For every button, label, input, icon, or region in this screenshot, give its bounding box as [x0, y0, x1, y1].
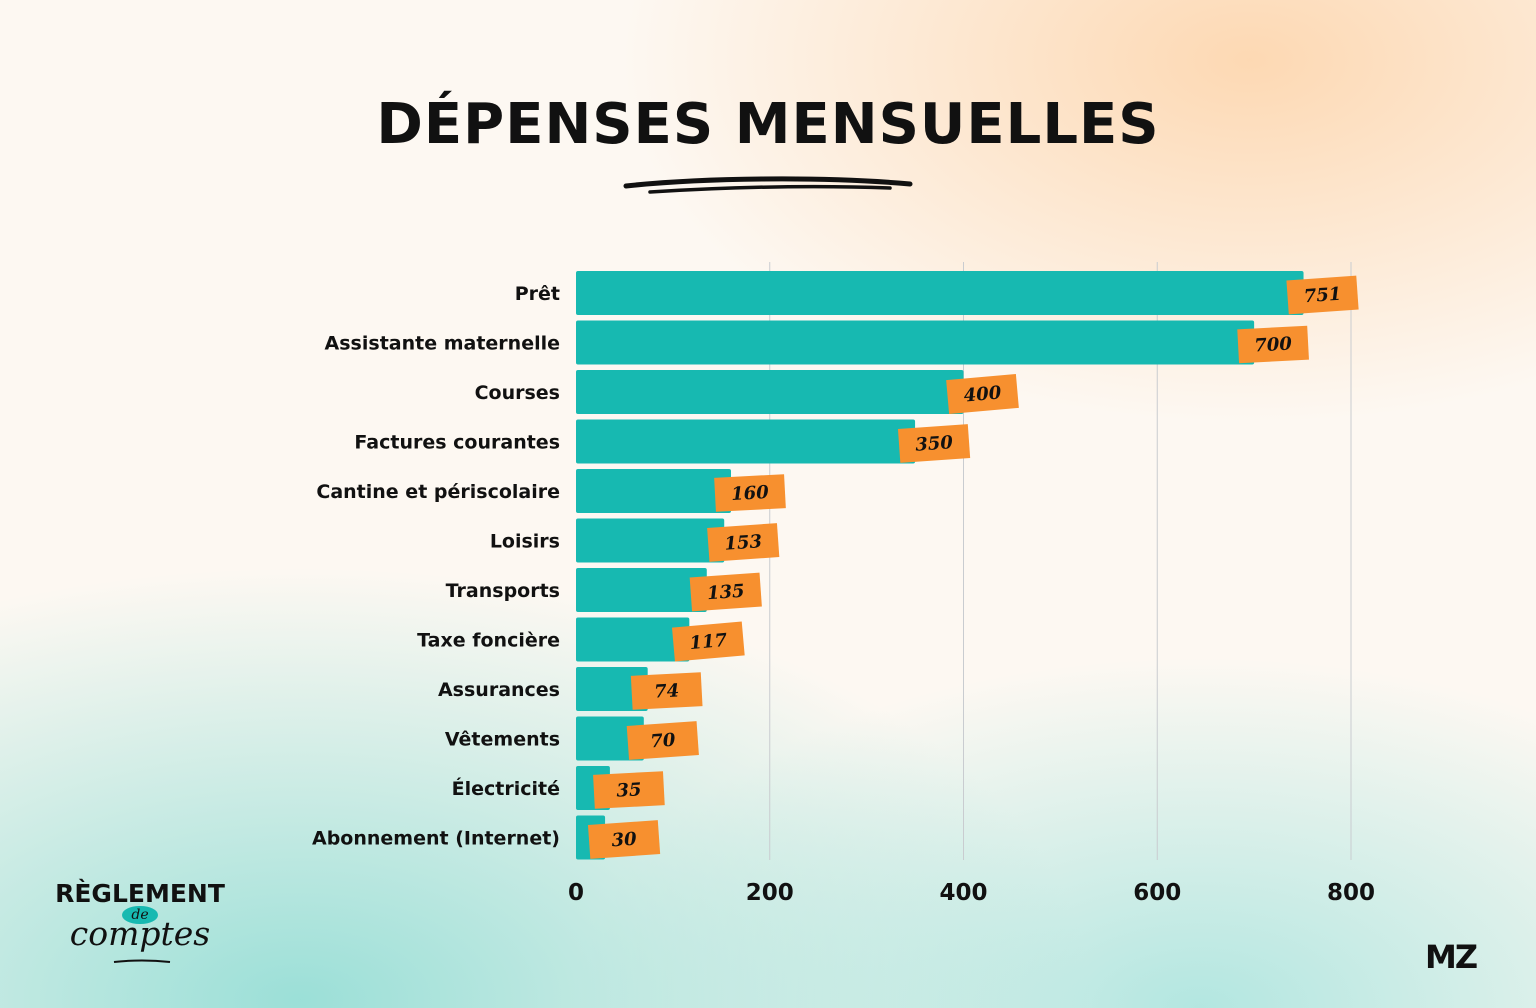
- category-label: Vêtements: [445, 729, 560, 751]
- value-label: 70: [650, 730, 677, 753]
- value-labels: 751 700 400 350 160 153 135 117 74 70 35 30: [587, 275, 1359, 859]
- value-tag: 70: [626, 721, 699, 760]
- m-logo: MZ: [1425, 938, 1478, 976]
- value-tag: 30: [587, 820, 661, 859]
- value-tag: 117: [671, 621, 745, 662]
- brand-logo-de: de: [122, 906, 158, 924]
- value-label: 160: [731, 482, 770, 505]
- bar: [576, 469, 731, 513]
- value-label: 74: [654, 680, 680, 702]
- value-tag-bg: [587, 820, 661, 859]
- value-tag-bg: [671, 621, 745, 662]
- value-label: 135: [706, 581, 745, 605]
- category-label: Factures courantes: [354, 432, 560, 454]
- x-axis-ticks: 0 200 400 600 800: [568, 880, 1375, 906]
- value-tag: 700: [1237, 325, 1309, 364]
- category-label: Transports: [446, 580, 560, 602]
- brand-logo: RÈGLEMENT de comptes: [40, 880, 240, 970]
- x-tick-label: 800: [1327, 880, 1375, 906]
- bar: [576, 370, 964, 414]
- value-label: 350: [915, 432, 954, 456]
- value-label: 153: [724, 531, 763, 555]
- value-tag: 400: [946, 374, 1019, 414]
- category-label: Abonnement (Internet): [312, 828, 560, 850]
- value-tag: 160: [714, 474, 786, 512]
- value-label: 400: [963, 382, 1003, 406]
- category-label: Assistante maternelle: [325, 333, 560, 355]
- value-tag-bg: [593, 771, 665, 809]
- value-tag-bg: [1286, 275, 1359, 315]
- value-tag-bg: [626, 721, 699, 760]
- category-label: Cantine et périscolaire: [316, 481, 560, 503]
- category-label: Taxe foncière: [417, 630, 560, 652]
- value-tag: 35: [593, 771, 665, 809]
- value-tag-bg: [1237, 325, 1309, 364]
- value-tag: 74: [630, 672, 703, 710]
- value-label: 117: [689, 630, 729, 654]
- brand-underline: [113, 959, 171, 963]
- bars: [576, 271, 1304, 860]
- bar: [576, 419, 916, 464]
- value-tag-bg: [714, 474, 786, 512]
- value-tag: 135: [689, 572, 762, 612]
- value-tag: 751: [1286, 275, 1359, 315]
- bar: [576, 320, 1255, 365]
- category-label: Loisirs: [490, 531, 560, 553]
- category-label: Assurances: [438, 679, 560, 701]
- value-tag: 153: [707, 523, 780, 562]
- bar: [576, 518, 725, 563]
- value-tag-bg: [689, 572, 762, 612]
- value-tag-bg: [630, 672, 703, 710]
- x-tick-label: 200: [746, 880, 794, 906]
- category-label: Courses: [475, 382, 560, 404]
- value-label: 751: [1303, 284, 1342, 308]
- category-label: Prêt: [515, 283, 560, 305]
- category-label: Électricité: [452, 777, 560, 800]
- x-tick-label: 0: [568, 880, 584, 906]
- x-tick-label: 600: [1133, 880, 1181, 906]
- bar: [576, 617, 690, 662]
- title-underline-stroke: [623, 176, 913, 194]
- chart-title: DÉPENSES MENSUELLES: [376, 92, 1160, 157]
- value-tag: 350: [897, 424, 971, 463]
- value-label: 30: [611, 829, 638, 852]
- value-tag-bg: [946, 374, 1019, 414]
- bar: [576, 271, 1304, 315]
- value-tag-bg: [897, 424, 971, 463]
- value-tag-bg: [707, 523, 780, 562]
- bar: [576, 667, 648, 711]
- brand-logo-top: RÈGLEMENT: [55, 879, 225, 908]
- x-tick-label: 400: [939, 880, 987, 906]
- category-labels: Prêt Assistante maternelle Courses Factures…: [312, 283, 560, 850]
- bar: [576, 568, 707, 612]
- value-label: 700: [1254, 334, 1293, 357]
- value-label: 35: [616, 779, 642, 801]
